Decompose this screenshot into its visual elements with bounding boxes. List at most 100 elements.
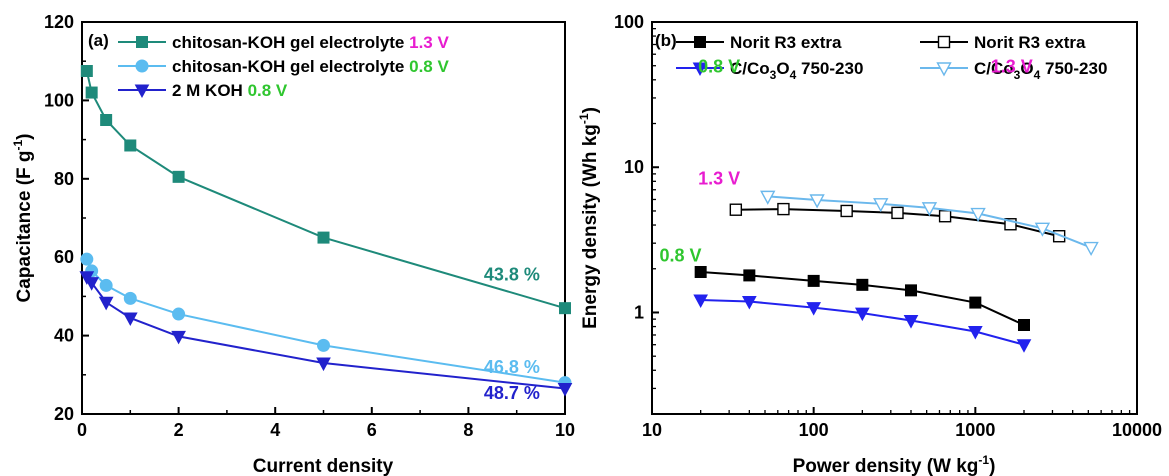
chart-b-x-axis-title-end: ) xyxy=(989,456,995,476)
voltage-annotation: 1.3 V xyxy=(991,56,1033,76)
data-point xyxy=(559,302,571,315)
legend-label-sub: 3 xyxy=(770,68,777,82)
chart-b-ticks xyxy=(651,21,1138,415)
x-tick-label: 10 xyxy=(555,420,575,440)
series-3 xyxy=(729,202,1066,243)
chart-b-x-axis-title-base: Power density (W kg xyxy=(793,456,979,476)
data-point xyxy=(809,194,825,209)
legend-label: Norit R3 extra xyxy=(730,33,842,52)
data-point xyxy=(729,203,743,216)
legend-label-part: O xyxy=(1020,59,1033,78)
legend-label: C/Co3O4 750-230 xyxy=(730,59,863,82)
data-point xyxy=(807,274,820,287)
data-point xyxy=(760,190,776,205)
data-point xyxy=(172,307,186,321)
y-tick-label: 10 xyxy=(624,157,644,177)
retention-annotation: 46.8 % xyxy=(484,357,540,377)
legend-marker xyxy=(937,35,951,49)
legend-label-sub: 3 xyxy=(1014,68,1021,82)
legend-label-part: O xyxy=(776,59,789,78)
legend-label: Norit R3 extra xyxy=(974,33,1086,52)
series-1 xyxy=(694,265,1030,331)
data-point xyxy=(99,278,113,292)
data-point xyxy=(80,252,94,266)
legend-label: chitosan-KOH gel electrolyte 0.8 V xyxy=(172,57,449,76)
data-point xyxy=(904,284,917,297)
y-tick-label: 40 xyxy=(54,326,74,346)
chart-a-legend: chitosan-KOH gel electrolyte 1.3 V chitos… xyxy=(118,33,449,100)
data-point xyxy=(100,114,113,126)
legend-entry-1: chitosan-KOH gel electrolyte 1.3 V xyxy=(118,33,449,52)
retention-annotation: 48.7 % xyxy=(484,383,540,403)
legend-label-sub: 4 xyxy=(1034,68,1041,82)
data-point xyxy=(317,338,330,352)
chart-a-y-axis-title-end: ) xyxy=(14,133,35,139)
chart-b-panel-label: (b) xyxy=(655,31,677,50)
data-point xyxy=(316,357,331,372)
chart-b-x-axis-title: Power density (W kg-1) xyxy=(793,453,996,476)
series-4 xyxy=(760,190,1099,257)
series-2 xyxy=(80,252,572,390)
legend-label: 2 M KOH 0.8 V xyxy=(172,81,288,100)
chart-b-y-axis-title-end: ) xyxy=(580,107,601,113)
x-tick-label: 2 xyxy=(174,420,184,440)
legend-marker xyxy=(136,36,148,48)
legend-label-voltage: 0.8 V xyxy=(409,57,449,76)
data-point xyxy=(693,294,709,308)
data-point xyxy=(85,86,98,99)
chart-a-y-tick-labels: 20 40 60 80 100 120 xyxy=(44,12,74,424)
chart-a-annotations: 43.8 % 46.8 % 48.7 % xyxy=(484,265,540,403)
chart-b-annotations: 0.8 V 1.3 V 0.8 V 1.3 V xyxy=(659,56,1032,265)
y-tick-label: 100 xyxy=(614,12,644,32)
x-tick-label: 100 xyxy=(799,420,829,440)
data-point xyxy=(98,296,114,311)
y-tick-label: 100 xyxy=(44,90,74,110)
data-point xyxy=(873,198,889,213)
data-point xyxy=(557,383,573,397)
legend-marker xyxy=(692,62,708,77)
legend-entry-4: C/Co3O4 750-230 xyxy=(920,59,1107,82)
series-2 xyxy=(693,294,1032,353)
legend-label-voltage: 1.3 V xyxy=(409,33,449,52)
data-point xyxy=(741,296,757,310)
y-tick-label: 60 xyxy=(54,247,74,267)
data-point xyxy=(856,278,869,291)
chart-a-panel-label: (a) xyxy=(88,31,109,50)
data-point xyxy=(317,231,330,244)
chart-b-x-axis-title-sup: -1 xyxy=(978,453,989,467)
data-point xyxy=(1083,241,1099,257)
voltage-annotation: 0.8 V xyxy=(698,56,740,76)
chart-a-series xyxy=(79,65,573,397)
y-tick-label: 120 xyxy=(44,12,74,32)
legend-marker xyxy=(694,36,706,48)
data-point xyxy=(84,277,99,291)
data-point xyxy=(806,302,822,316)
data-point xyxy=(903,315,919,329)
legend-marker xyxy=(134,84,150,99)
data-point xyxy=(967,325,983,340)
series-1 xyxy=(80,65,571,315)
y-tick-label: 1 xyxy=(634,302,644,322)
chart-b-plot-frame xyxy=(651,21,1138,415)
data-point xyxy=(1017,318,1030,331)
data-point xyxy=(80,65,93,77)
data-point xyxy=(743,269,756,282)
chart-b-y-axis-title-base: Energy density (Wh kg xyxy=(580,124,601,329)
voltage-annotation: 0.8 V xyxy=(659,245,701,265)
chart-b-series xyxy=(693,190,1099,353)
legend-label: C/Co3O4 750-230 xyxy=(974,59,1107,82)
x-tick-label: 6 xyxy=(367,420,377,440)
chart-b-y-axis-title: Energy density (Wh kg-1) xyxy=(577,107,601,329)
data-point xyxy=(172,170,185,183)
legend-label-part: 750-230 xyxy=(796,59,863,78)
voltage-annotation: 1.3 V xyxy=(698,169,740,189)
legend-label-base: 2 M KOH xyxy=(172,81,248,100)
data-point xyxy=(1004,218,1017,231)
x-tick-label: 8 xyxy=(463,420,473,440)
retention-annotation: 43.8 % xyxy=(484,265,540,285)
data-point xyxy=(891,206,904,220)
series-3 xyxy=(79,271,573,397)
x-tick-label: 4 xyxy=(270,420,280,440)
data-point xyxy=(1016,339,1032,353)
